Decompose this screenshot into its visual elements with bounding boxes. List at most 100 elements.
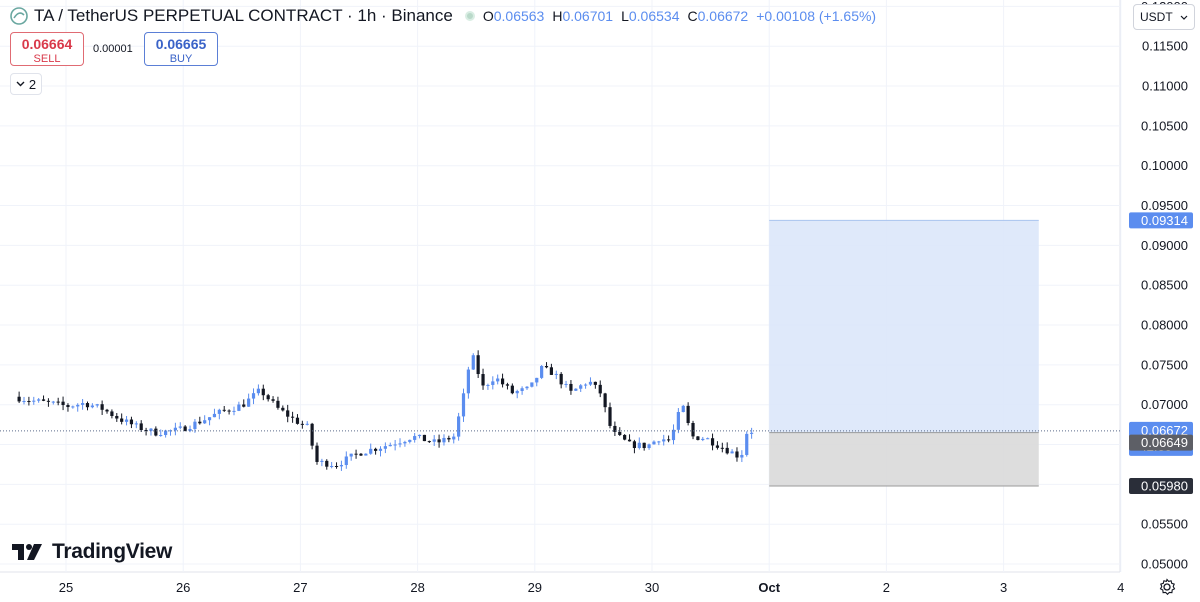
candle-body (696, 436, 700, 440)
candle-body (354, 453, 358, 455)
candle-body (320, 460, 324, 462)
candle-body (207, 417, 212, 421)
candle-body (76, 404, 80, 407)
settings-gear-icon[interactable] (1158, 578, 1176, 596)
candle-body (330, 465, 334, 467)
candle-body (237, 404, 241, 411)
y-tick-label: 0.11000 (1142, 79, 1188, 94)
candle-body (56, 401, 60, 403)
candle-body (290, 416, 295, 418)
candle-body (212, 413, 217, 418)
currency-select[interactable]: USDT (1133, 4, 1195, 30)
stop-price-label: 0.05980 (1141, 478, 1188, 493)
candle-body (544, 365, 549, 368)
candle-body (701, 438, 705, 440)
candle-body (261, 388, 265, 396)
candle-body (198, 421, 202, 424)
x-tick-label: 3 (1000, 580, 1007, 595)
chevron-down-icon (16, 81, 25, 87)
candle-body (623, 434, 627, 440)
candle-body (193, 421, 197, 429)
candle-body (27, 401, 31, 403)
candle-body (120, 418, 124, 422)
candle-body (339, 465, 344, 467)
candle-body (627, 439, 632, 442)
candle-body (588, 381, 593, 385)
candle-body (715, 445, 720, 448)
x-tick-label: 4 (1117, 580, 1124, 595)
candle-body (100, 404, 104, 410)
symbol-title[interactable]: TA / TetherUS PERPETUAL CONTRACT · 1h · … (34, 6, 453, 25)
candle-body (735, 451, 739, 458)
candle-body (266, 395, 270, 400)
y-tick-label: 0.08500 (1141, 278, 1188, 293)
candle-body (452, 436, 456, 440)
candle-body (637, 442, 641, 449)
candle-body (334, 465, 339, 467)
spread-value: 0.00001 (93, 43, 133, 55)
candle-body (305, 423, 309, 425)
y-tick-label: 0.05000 (1141, 557, 1188, 572)
tradingview-logo[interactable]: TradingView (12, 540, 172, 564)
candle-body (398, 443, 402, 445)
candle-body (222, 409, 226, 411)
candle-body (37, 399, 41, 401)
y-tick-label: 0.10500 (1141, 118, 1188, 133)
candle-body (232, 410, 236, 412)
candle-body (403, 441, 407, 444)
candle-body (676, 412, 680, 430)
current-price-label: 0.06672 (1141, 423, 1188, 438)
indicators-toggle-button[interactable]: 2 (10, 73, 42, 95)
candle-body (442, 437, 446, 443)
candle-body (378, 448, 383, 451)
tradingview-mark-icon (12, 544, 42, 560)
candle-body (642, 442, 646, 449)
time-axis[interactable]: 25 26 27 28 29 30 Oct 2 3 4 (59, 580, 1125, 595)
candle-body (681, 405, 685, 413)
candle-body (300, 423, 304, 425)
x-tick-label: 28 (410, 580, 424, 595)
candle-body (540, 365, 544, 378)
candle-body (691, 422, 695, 437)
candle-body (242, 404, 246, 407)
candle-body (105, 409, 109, 412)
candle-body (32, 400, 36, 402)
candle-body (124, 419, 129, 422)
candle-body (491, 381, 495, 385)
indicators-count: 2 (28, 76, 37, 92)
candle-body (388, 444, 392, 447)
stop-loss-zone (769, 432, 1039, 486)
candle-body (564, 383, 568, 385)
sell-button[interactable]: 0.06664 SELL (10, 32, 84, 66)
candle-body (447, 437, 451, 440)
y-tick-label: 0.07500 (1141, 357, 1188, 372)
buy-button[interactable]: 0.06665 BUY (144, 32, 218, 66)
candle-body (667, 439, 671, 441)
position-tool[interactable] (769, 219, 1039, 487)
chevron-down-icon (1180, 15, 1188, 20)
ohlc-high: H0.06701 (552, 8, 614, 24)
candle-body (115, 415, 119, 419)
candle-body (632, 441, 637, 449)
candle-body (81, 403, 85, 405)
y-tick-label: 0.08000 (1141, 318, 1188, 333)
candle-body (725, 447, 729, 454)
candle-body (593, 381, 597, 385)
candle-body (393, 444, 397, 446)
candle-body (281, 407, 285, 411)
candle-body (583, 384, 588, 386)
x-tick-label: 25 (59, 580, 73, 595)
price-axis[interactable]: 0.050000.055000.060000.065000.070000.075… (1129, 0, 1193, 572)
candle-body (349, 453, 353, 457)
candle-body (750, 432, 754, 434)
ohlc-low: L0.06534 (621, 8, 680, 24)
candle-body (486, 384, 490, 386)
candle-body (139, 423, 143, 431)
candle-body (530, 382, 534, 387)
candle-body (227, 410, 231, 412)
candle-body (730, 451, 734, 454)
candle-body (652, 441, 656, 445)
candle-body (61, 401, 65, 406)
candle-body (671, 429, 676, 441)
